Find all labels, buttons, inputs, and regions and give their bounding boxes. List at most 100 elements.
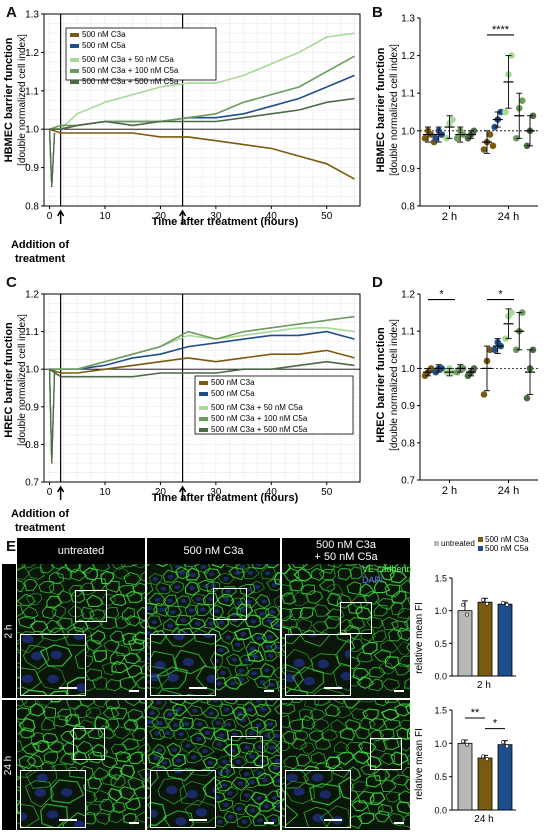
bar xyxy=(497,744,513,811)
data-point xyxy=(505,603,509,607)
legend-swatch xyxy=(199,406,208,410)
zoom-inset xyxy=(150,770,216,828)
header-untreated: untreated xyxy=(17,538,145,564)
y-tick-label: 0.9 xyxy=(25,402,39,413)
zoom-region-box xyxy=(213,588,247,620)
bar xyxy=(457,742,473,811)
zoom-inset xyxy=(150,634,216,696)
y-tick-label: 1.1 xyxy=(401,89,415,100)
data-point xyxy=(505,744,509,749)
bar-group-label: 2 h xyxy=(477,680,491,691)
y-tick-label: 1.2 xyxy=(401,51,415,62)
zoom-region-box xyxy=(73,728,105,760)
chart-a-plot: 0.8 0.9 1.0 1.1 1.2 1.3 0 10 20 30 40 50 500 nM C3a 5… xyxy=(25,10,361,224)
zoom-inset xyxy=(285,634,351,696)
row-label-24h: 24 h xyxy=(2,700,16,830)
data-point xyxy=(486,346,494,354)
series-line xyxy=(49,128,355,180)
data-point xyxy=(491,346,499,354)
inset-scale-bar xyxy=(324,687,342,689)
treatment-arrow xyxy=(56,485,65,500)
inset-image xyxy=(151,771,215,827)
micrograph-tile xyxy=(147,700,280,830)
inset-scale-bar xyxy=(59,687,77,689)
data-point xyxy=(453,135,461,142)
chart-c-ylabel-line2: [double normalized cell index] xyxy=(17,314,28,446)
legend-swatch xyxy=(478,546,483,551)
treatment-arrow xyxy=(178,209,187,224)
header-c3a-c5a: 500 nM C3a + 50 nM C5a xyxy=(282,538,410,564)
chart-d: 0.7 0.8 0.9 1.0 1.1 1.2 2 h 24 h * * HREC barrier… xyxy=(375,289,538,497)
group-label: 2 h xyxy=(442,485,457,497)
legend-swatch xyxy=(70,44,79,48)
y-tick-label: 1.2 xyxy=(25,290,39,301)
series-line xyxy=(49,360,355,378)
zoom-region-box xyxy=(75,590,107,622)
scale-bar xyxy=(394,690,404,692)
legend-label: 500 nM C3a + 50 nM C5a xyxy=(211,403,303,412)
significance-label: * xyxy=(439,289,444,301)
panel-letter-e: E xyxy=(6,538,17,555)
chart-b-plot: 0.8 0.9 1.0 1.1 1.2 1.3 2 h 24 h **** xyxy=(401,14,538,223)
bar xyxy=(477,757,493,811)
micrograph-tile xyxy=(17,564,145,698)
bar xyxy=(497,603,513,677)
x-tick-label: 40 xyxy=(266,211,278,222)
y-tick-label: 1.5 xyxy=(434,706,447,716)
x-tick-label: 50 xyxy=(321,211,333,222)
x-tick-label: 50 xyxy=(321,487,333,498)
chart-b: 0.8 0.9 1.0 1.1 1.2 1.3 2 h 24 h **** HBMEC barr… xyxy=(375,14,538,223)
chart-c-xlabel: Time after treatment (hours) xyxy=(152,492,299,504)
x-tick-label: 20 xyxy=(155,487,167,498)
y-tick-label: 1.2 xyxy=(25,48,39,59)
scale-bar xyxy=(264,822,274,824)
series-start-dip xyxy=(48,369,56,464)
treatment-arrow xyxy=(178,485,187,500)
y-tick-label: 1.0 xyxy=(25,125,39,136)
legend-swatch xyxy=(199,381,208,385)
series-line xyxy=(49,349,355,374)
row-label-24h-text: 24 h xyxy=(3,755,15,775)
zoom-inset xyxy=(20,634,86,696)
x-tick-label: 40 xyxy=(266,487,278,498)
stain-label-dapi: DAPI xyxy=(362,575,384,585)
data-point xyxy=(480,391,488,398)
treatment-arrow xyxy=(56,209,65,224)
series-start-dip xyxy=(48,129,56,187)
inset-scale-bar xyxy=(189,687,207,689)
data-point xyxy=(449,116,456,123)
legend-swatch xyxy=(478,537,483,542)
chart-c-plot: 0.7 0.8 0.9 1.0 1.1 1.2 0 10 20 30 40 50 500 nM C3a 5… xyxy=(25,290,361,500)
chart-c-ylabel-line1: HREC barrier function xyxy=(3,322,15,438)
data-point xyxy=(485,757,489,761)
legend-label: 500 nM C3a + 50 nM C5a xyxy=(82,55,174,64)
x-tick-label: 20 xyxy=(155,211,167,222)
legend-box xyxy=(194,375,354,435)
legend-label: 500 nM C5a xyxy=(485,544,529,553)
legend-swatch xyxy=(70,69,79,73)
y-tick-label: 1.0 xyxy=(401,364,415,375)
data-point xyxy=(523,394,531,402)
data-point xyxy=(501,601,505,605)
legend-label: 500 nM C5a xyxy=(82,41,126,50)
y-tick-label: 0.8 xyxy=(25,202,39,213)
y-tick-label: 0.0 xyxy=(434,806,447,816)
chart-c-addition-label-1: Addition of xyxy=(11,508,69,520)
data-point xyxy=(480,146,488,153)
bar-chart-f: 0.00.51.01.524 h*** relative mean FI xyxy=(414,706,516,825)
legend-swatch xyxy=(199,428,208,432)
legend-label: untreated xyxy=(441,539,475,548)
data-point xyxy=(461,602,465,607)
chart-a-ylabel-line1: HBMEC barrier function xyxy=(3,37,15,162)
zoom-inset xyxy=(285,770,351,828)
significance-label: **** xyxy=(492,24,510,36)
scale-bar xyxy=(129,690,139,692)
chart-b-ylabel-line2: [double normalized cell index] xyxy=(389,44,400,176)
legend-swatch xyxy=(434,541,439,546)
chart-a-ylabel-line2: [double normalized cell index] xyxy=(17,34,28,166)
inset-scale-bar xyxy=(324,819,342,821)
y-tick-label: 1.0 xyxy=(434,739,447,749)
y-tick-label: 1.1 xyxy=(25,86,39,97)
inset-image xyxy=(151,635,215,695)
